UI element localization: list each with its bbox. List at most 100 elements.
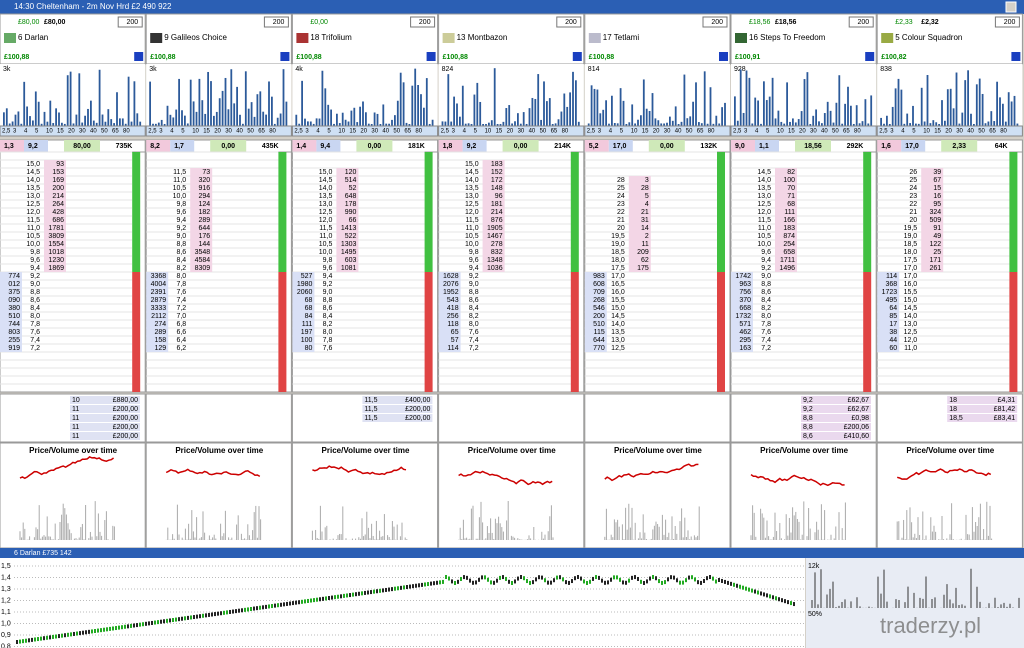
stake-box[interactable] [117, 16, 143, 28]
ladder-price: 11,0 [758, 225, 771, 232]
back-cell [584, 288, 607, 296]
volume-max: 814 [588, 66, 600, 73]
stake-button[interactable] [1011, 52, 1021, 61]
candle [694, 577, 696, 582]
candle [307, 598, 309, 603]
volume-bar [666, 122, 668, 126]
candle [301, 599, 303, 604]
stake-button[interactable] [280, 52, 290, 61]
stake-box[interactable] [702, 16, 728, 28]
scale-label: 5 [35, 129, 39, 135]
candle [214, 612, 216, 617]
back-cell [146, 336, 169, 344]
scale-label: 20 [945, 129, 952, 135]
candle [772, 595, 774, 600]
ladder-price: 9,6 [761, 249, 771, 256]
volume-bar [107, 109, 110, 126]
candle [325, 596, 327, 601]
ladder-amount: 4584 [195, 257, 211, 264]
order-row [70, 423, 140, 431]
bottom-ytick: 1,3 [1, 586, 11, 593]
back-best [146, 140, 171, 152]
candle [250, 607, 252, 611]
ladder-amount: 1467 [487, 233, 503, 240]
candle [163, 619, 165, 624]
scale-label: 20 [360, 129, 367, 135]
volume-bar [572, 71, 574, 126]
volume-bar [663, 123, 665, 126]
volume-bar [826, 101, 829, 126]
candle [382, 588, 384, 593]
lay-cell [336, 168, 359, 176]
stake-button[interactable] [865, 52, 875, 61]
volume-bar [841, 123, 844, 126]
bottom-title: 6 Darlan £735 142 [14, 550, 72, 557]
volume-bar [356, 122, 359, 126]
stake-box[interactable] [263, 16, 289, 28]
volume-bar [341, 112, 344, 126]
back-best [584, 140, 609, 152]
runner-name: 18 Trifolium [310, 33, 352, 42]
back-cell [877, 320, 900, 328]
title-text: 14:30 Cheltenham - 2m Nov Hrd £2 490 922 [14, 2, 172, 11]
lay-cell [190, 208, 213, 216]
volume-bar [350, 110, 353, 126]
volume-bar [46, 121, 49, 126]
stake-button[interactable] [134, 52, 144, 61]
candle [211, 612, 213, 617]
scale-label: 40 [675, 129, 682, 135]
stake-box[interactable] [410, 16, 436, 28]
scale-label: 4 [24, 129, 28, 135]
ladder-amount: 012 [8, 281, 20, 288]
ladder-amount: 70 [787, 185, 795, 192]
candle [421, 582, 423, 587]
stake-button[interactable] [426, 52, 436, 61]
candle [745, 586, 747, 591]
candle [352, 592, 354, 597]
close-button[interactable] [1005, 1, 1017, 13]
volume-bar [379, 123, 382, 126]
ladder-amount: 510 [8, 313, 20, 320]
stake-button[interactable] [719, 52, 728, 61]
volume-bar [312, 123, 315, 126]
candle [628, 578, 630, 583]
summary-value: 9,4 [320, 143, 330, 150]
stake-box[interactable] [848, 16, 874, 28]
back-cell [292, 336, 315, 344]
stake-button[interactable] [572, 52, 582, 61]
volume-bar [596, 89, 599, 126]
volume-bar [654, 118, 657, 126]
candle [580, 576, 582, 581]
ladder-amount: 2112 [151, 313, 166, 320]
candle [739, 584, 741, 589]
scale-label: 50 [540, 129, 547, 135]
ladder-amount: 8309 [195, 265, 211, 272]
volume-bar [508, 105, 511, 126]
ladder-amount: 85 [889, 313, 897, 320]
stake-box[interactable] [556, 16, 582, 28]
ladder-amount: 770 [593, 345, 605, 352]
volume-bar [734, 96, 736, 126]
lay-cell [336, 264, 359, 272]
order-price: 8,6 [803, 433, 813, 440]
ladder-amount: 175 [637, 265, 649, 272]
ladder-price: 11,5 [173, 169, 186, 176]
stake-box[interactable] [994, 16, 1020, 28]
ladder-price: 9,2 [761, 265, 771, 272]
back-cell [438, 320, 461, 328]
volume-bar [43, 111, 46, 126]
candle [94, 629, 96, 633]
lay-cell [482, 240, 505, 248]
order-row [801, 405, 871, 413]
scale-label: 15 [57, 129, 64, 135]
scale-label: 30 [810, 129, 817, 135]
orders-panel [145, 393, 292, 443]
volume-bar [651, 93, 654, 126]
candle [124, 624, 126, 629]
volume-bar [198, 78, 201, 126]
order-amount: £400,00 [405, 397, 430, 404]
candle [784, 599, 786, 604]
ladder-price: 13,0 [26, 193, 40, 200]
candle [55, 634, 57, 639]
